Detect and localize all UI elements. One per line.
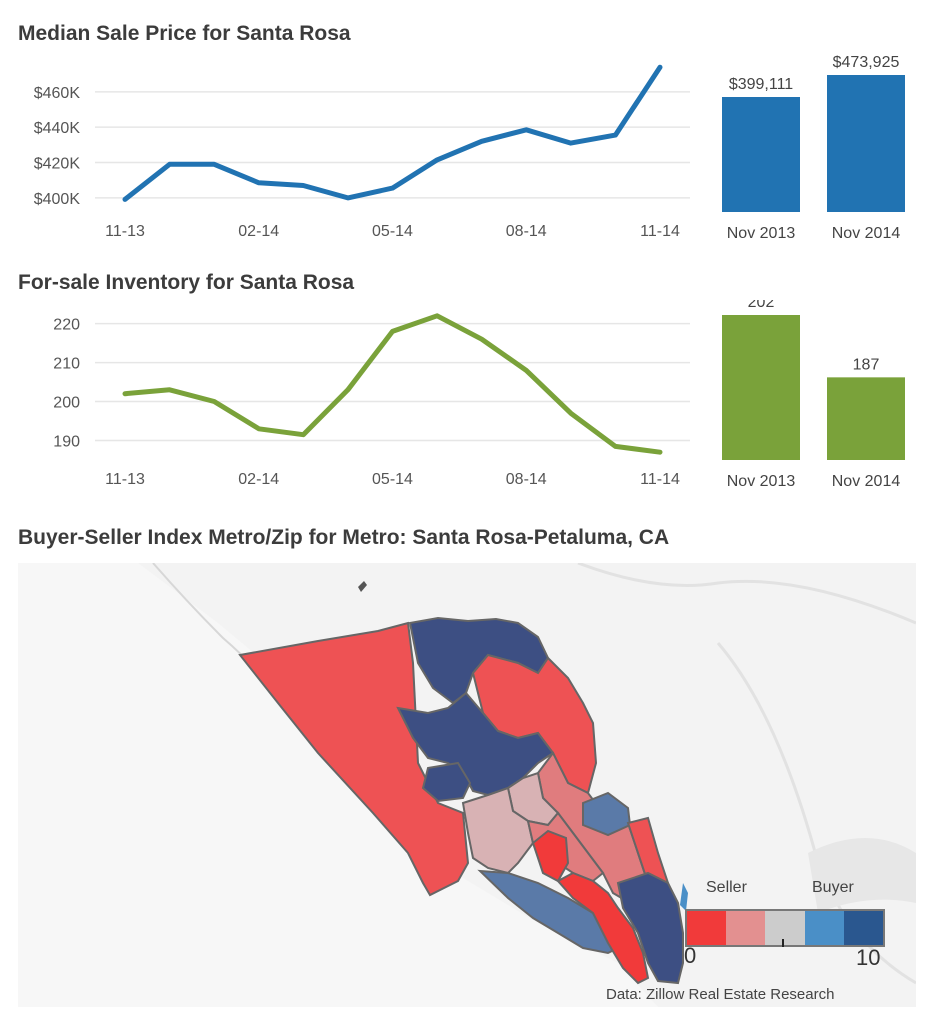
region-southwest-neutral[interactable] bbox=[461, 786, 535, 875]
bar-category-label: Nov 2014 bbox=[832, 225, 901, 242]
legend-swatch bbox=[843, 911, 884, 945]
bar[interactable] bbox=[827, 75, 905, 212]
bar[interactable] bbox=[722, 97, 800, 212]
region-west-county[interactable] bbox=[238, 621, 470, 897]
region-east-buyer[interactable] bbox=[582, 791, 632, 837]
series-line bbox=[122, 313, 663, 455]
map-canvas bbox=[18, 563, 916, 1007]
map-title: Buyer-Seller Index Metro/Zip for Metro: … bbox=[18, 526, 670, 549]
inventory-chart-title: For-sale Inventory for Santa Rosa bbox=[18, 271, 355, 294]
x-tick-label: 11-14 bbox=[640, 471, 680, 488]
region-petaluma-seller[interactable] bbox=[556, 871, 650, 985]
series-line bbox=[122, 64, 663, 202]
bar-category-label: Nov 2013 bbox=[727, 473, 796, 490]
bar-category-label: Nov 2013 bbox=[727, 225, 796, 242]
region-central-buyer[interactable] bbox=[396, 691, 555, 797]
x-tick-label: 05-14 bbox=[372, 223, 413, 240]
bar[interactable] bbox=[722, 315, 800, 460]
ocean-area bbox=[18, 563, 658, 1007]
region-small-buyer[interactable] bbox=[680, 883, 688, 911]
data-source: Data: Zillow Real Estate Research bbox=[606, 986, 835, 1003]
legend-swatch bbox=[804, 911, 844, 945]
legend-min-label: 0 bbox=[684, 943, 697, 968]
bar-value-label: $473,925 bbox=[833, 54, 900, 71]
buyer-seller-map[interactable]: Seller Buyer 0 10 Data: Zillow Real Esta… bbox=[18, 563, 916, 1007]
x-tick-label: 11-14 bbox=[640, 223, 680, 240]
land-patch bbox=[808, 838, 916, 913]
legend-swatch bbox=[687, 911, 727, 945]
y-tick-label: $440K bbox=[34, 120, 81, 137]
y-tick-label: 210 bbox=[53, 356, 80, 373]
bar-category-label: Nov 2014 bbox=[832, 473, 901, 490]
x-tick-label: 02-14 bbox=[238, 471, 279, 488]
y-tick-label: $400K bbox=[34, 191, 81, 208]
legend-marker bbox=[782, 939, 784, 947]
legend-seller-label: Seller bbox=[706, 879, 747, 896]
price-chart-title: Median Sale Price for Santa Rosa bbox=[18, 22, 351, 45]
bar-value-label: $399,111 bbox=[729, 76, 793, 93]
y-tick-label: 220 bbox=[53, 317, 80, 334]
inventory-chart: 190 200 210 220 11-13 02-14 05-14 08-14 11-14 202… bbox=[53, 300, 905, 490]
x-tick-label: 02-14 bbox=[238, 223, 279, 240]
road-line bbox=[577, 563, 916, 625]
y-tick-label: $460K bbox=[34, 85, 81, 102]
x-tick-label: 08-14 bbox=[506, 471, 547, 488]
island-marker bbox=[358, 581, 367, 592]
y-tick-label: $420K bbox=[34, 156, 81, 173]
legend-max-label: 10 bbox=[856, 945, 881, 970]
region-southeast-buyer[interactable] bbox=[616, 871, 684, 985]
x-tick-label: 11-13 bbox=[105, 223, 145, 240]
legend-swatch bbox=[726, 911, 766, 945]
legend-swatch bbox=[765, 911, 805, 945]
x-tick-label: 11-13 bbox=[105, 471, 145, 488]
legend-buyer-label: Buyer bbox=[812, 879, 854, 896]
median-price-chart: $400K $420K $440K $460K 11-13 02-14 05-14 08-14… bbox=[34, 54, 905, 242]
bar[interactable] bbox=[827, 377, 905, 460]
y-tick-label: 200 bbox=[53, 395, 80, 412]
bar-value-label: 202 bbox=[748, 300, 775, 311]
region-west-buyer[interactable] bbox=[421, 761, 472, 803]
x-tick-label: 05-14 bbox=[372, 471, 413, 488]
bar-value-label: 187 bbox=[853, 356, 880, 373]
x-tick-label: 08-14 bbox=[506, 223, 547, 240]
region-santa-rosa-seller[interactable] bbox=[531, 829, 570, 883]
y-tick-label: 190 bbox=[53, 434, 80, 451]
legend-color-scale bbox=[685, 909, 885, 947]
